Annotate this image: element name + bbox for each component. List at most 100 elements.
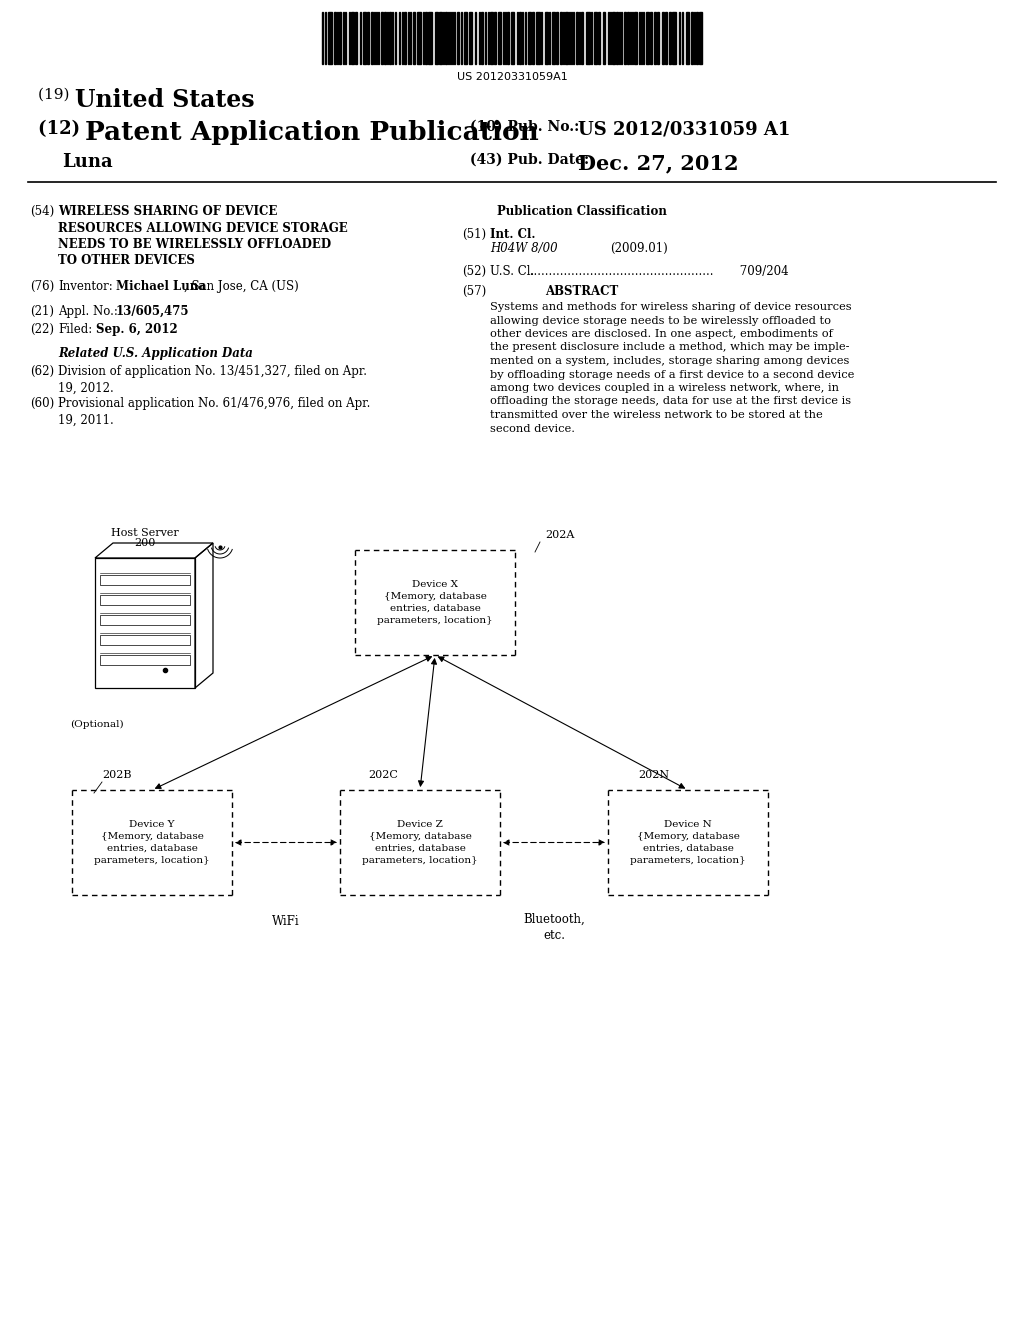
Bar (381, 12, 383, 63)
Bar (100, 595, 190, 605)
Text: WIRELESS SHARING OF DEVICE
RESOURCES ALLOWING DEVICE STORAGE
NEEDS TO BE WIRELES: WIRELESS SHARING OF DEVICE RESOURCES ALL… (58, 205, 348, 268)
Bar (654, 12, 656, 63)
Bar (351, 12, 354, 63)
Text: Int. Cl.: Int. Cl. (490, 228, 536, 242)
Bar (699, 12, 702, 63)
Bar (634, 12, 637, 63)
Bar (565, 12, 568, 63)
Bar (665, 12, 667, 63)
Text: US 20120331059A1: US 20120331059A1 (457, 73, 567, 82)
Text: 202N: 202N (638, 770, 669, 780)
Text: Luna: Luna (62, 153, 113, 172)
Bar (481, 12, 483, 63)
Bar (532, 12, 534, 63)
Bar (581, 12, 583, 63)
Text: mented on a system, includes, storage sharing among devices: mented on a system, includes, storage sh… (490, 356, 849, 366)
Text: Sep. 6, 2012: Sep. 6, 2012 (96, 323, 178, 337)
Text: transmitted over the wireless network to be stored at the: transmitted over the wireless network to… (490, 411, 822, 420)
Text: Provisional application No. 61/476,976, filed on Apr.
19, 2011.: Provisional application No. 61/476,976, … (58, 397, 371, 426)
Text: (21): (21) (30, 305, 54, 318)
Text: by offloading storage needs of a first device to a second device: by offloading storage needs of a first d… (490, 370, 854, 380)
Text: (10) Pub. No.:: (10) Pub. No.: (470, 120, 580, 135)
Bar (662, 12, 664, 63)
Bar (100, 615, 190, 624)
Bar (355, 12, 357, 63)
Text: (62): (62) (30, 366, 54, 378)
Text: Bluetooth,
etc.: Bluetooth, etc. (523, 913, 585, 942)
Text: 202A: 202A (545, 531, 574, 540)
Bar (552, 12, 555, 63)
Text: 202B: 202B (102, 770, 131, 780)
Text: Host Server: Host Server (112, 528, 179, 539)
Text: Device N
{Memory, database
entries, database
parameters, location}: Device N {Memory, database entries, data… (630, 820, 745, 865)
Text: 202C: 202C (368, 770, 398, 780)
Text: H04W 8/00: H04W 8/00 (490, 242, 558, 255)
Bar (100, 655, 190, 665)
Bar (384, 12, 386, 63)
Text: Michael Luna: Michael Luna (116, 280, 206, 293)
Text: , San Jose, CA (US): , San Jose, CA (US) (184, 280, 299, 293)
Text: offloading the storage needs, data for use at the first device is: offloading the storage needs, data for u… (490, 396, 851, 407)
Text: (19): (19) (38, 88, 75, 102)
Text: other devices are disclosed. In one aspect, embodiments of: other devices are disclosed. In one aspe… (490, 329, 833, 339)
Text: (52): (52) (462, 265, 486, 279)
Bar (494, 12, 496, 63)
Bar (616, 12, 618, 63)
Bar (439, 12, 442, 63)
Text: second device.: second device. (490, 424, 575, 433)
Text: 200: 200 (134, 539, 156, 548)
Text: (43) Pub. Date:: (43) Pub. Date: (470, 153, 589, 168)
Text: (60): (60) (30, 397, 54, 411)
Bar (404, 12, 406, 63)
Bar (586, 12, 590, 63)
Text: (2009.01): (2009.01) (610, 242, 668, 255)
Bar (612, 12, 615, 63)
Text: United States: United States (75, 88, 255, 112)
Bar (417, 12, 421, 63)
Bar (556, 12, 558, 63)
Bar (100, 635, 190, 645)
Bar (696, 12, 698, 63)
Bar (362, 12, 366, 63)
Text: Dec. 27, 2012: Dec. 27, 2012 (578, 153, 738, 173)
Bar (435, 12, 438, 63)
Text: (Optional): (Optional) (70, 719, 124, 729)
Text: (12): (12) (38, 120, 86, 139)
Bar (528, 12, 531, 63)
Bar (575, 12, 578, 63)
Text: US 2012/0331059 A1: US 2012/0331059 A1 (578, 120, 791, 139)
Text: 709/204: 709/204 (736, 265, 788, 279)
Text: Division of application No. 13/451,327, filed on Apr.
19, 2012.: Division of application No. 13/451,327, … (58, 366, 367, 395)
Text: the present disclosure include a method, which may be imple-: the present disclosure include a method,… (490, 342, 850, 352)
Bar (334, 12, 336, 63)
Text: (76): (76) (30, 280, 54, 293)
Bar (389, 12, 391, 63)
Bar (328, 12, 332, 63)
Bar (603, 12, 605, 63)
Text: Device Y
{Memory, database
entries, database
parameters, location}: Device Y {Memory, database entries, data… (94, 820, 210, 865)
Text: Filed:: Filed: (58, 323, 92, 337)
Bar (428, 12, 432, 63)
Bar (650, 12, 652, 63)
Text: (51): (51) (462, 228, 486, 242)
Bar (627, 12, 629, 63)
Bar (445, 12, 447, 63)
Bar (594, 12, 597, 63)
Bar (339, 12, 341, 63)
Text: 13/605,475: 13/605,475 (116, 305, 189, 318)
Text: (57): (57) (462, 285, 486, 298)
Bar (598, 12, 600, 63)
Bar (469, 12, 472, 63)
Bar (519, 12, 521, 63)
Text: among two devices coupled in a wireless network, where, in: among two devices coupled in a wireless … (490, 383, 839, 393)
Bar (657, 12, 659, 63)
Bar (100, 576, 190, 585)
Bar (457, 12, 459, 63)
Bar (507, 12, 509, 63)
Bar (464, 12, 467, 63)
Text: Appl. No.:: Appl. No.: (58, 305, 122, 318)
Bar (624, 12, 626, 63)
Text: Device X
{Memory, database
entries, database
parameters, location}: Device X {Memory, database entries, data… (377, 581, 493, 624)
Bar (646, 12, 649, 63)
Text: Publication Classification: Publication Classification (497, 205, 667, 218)
